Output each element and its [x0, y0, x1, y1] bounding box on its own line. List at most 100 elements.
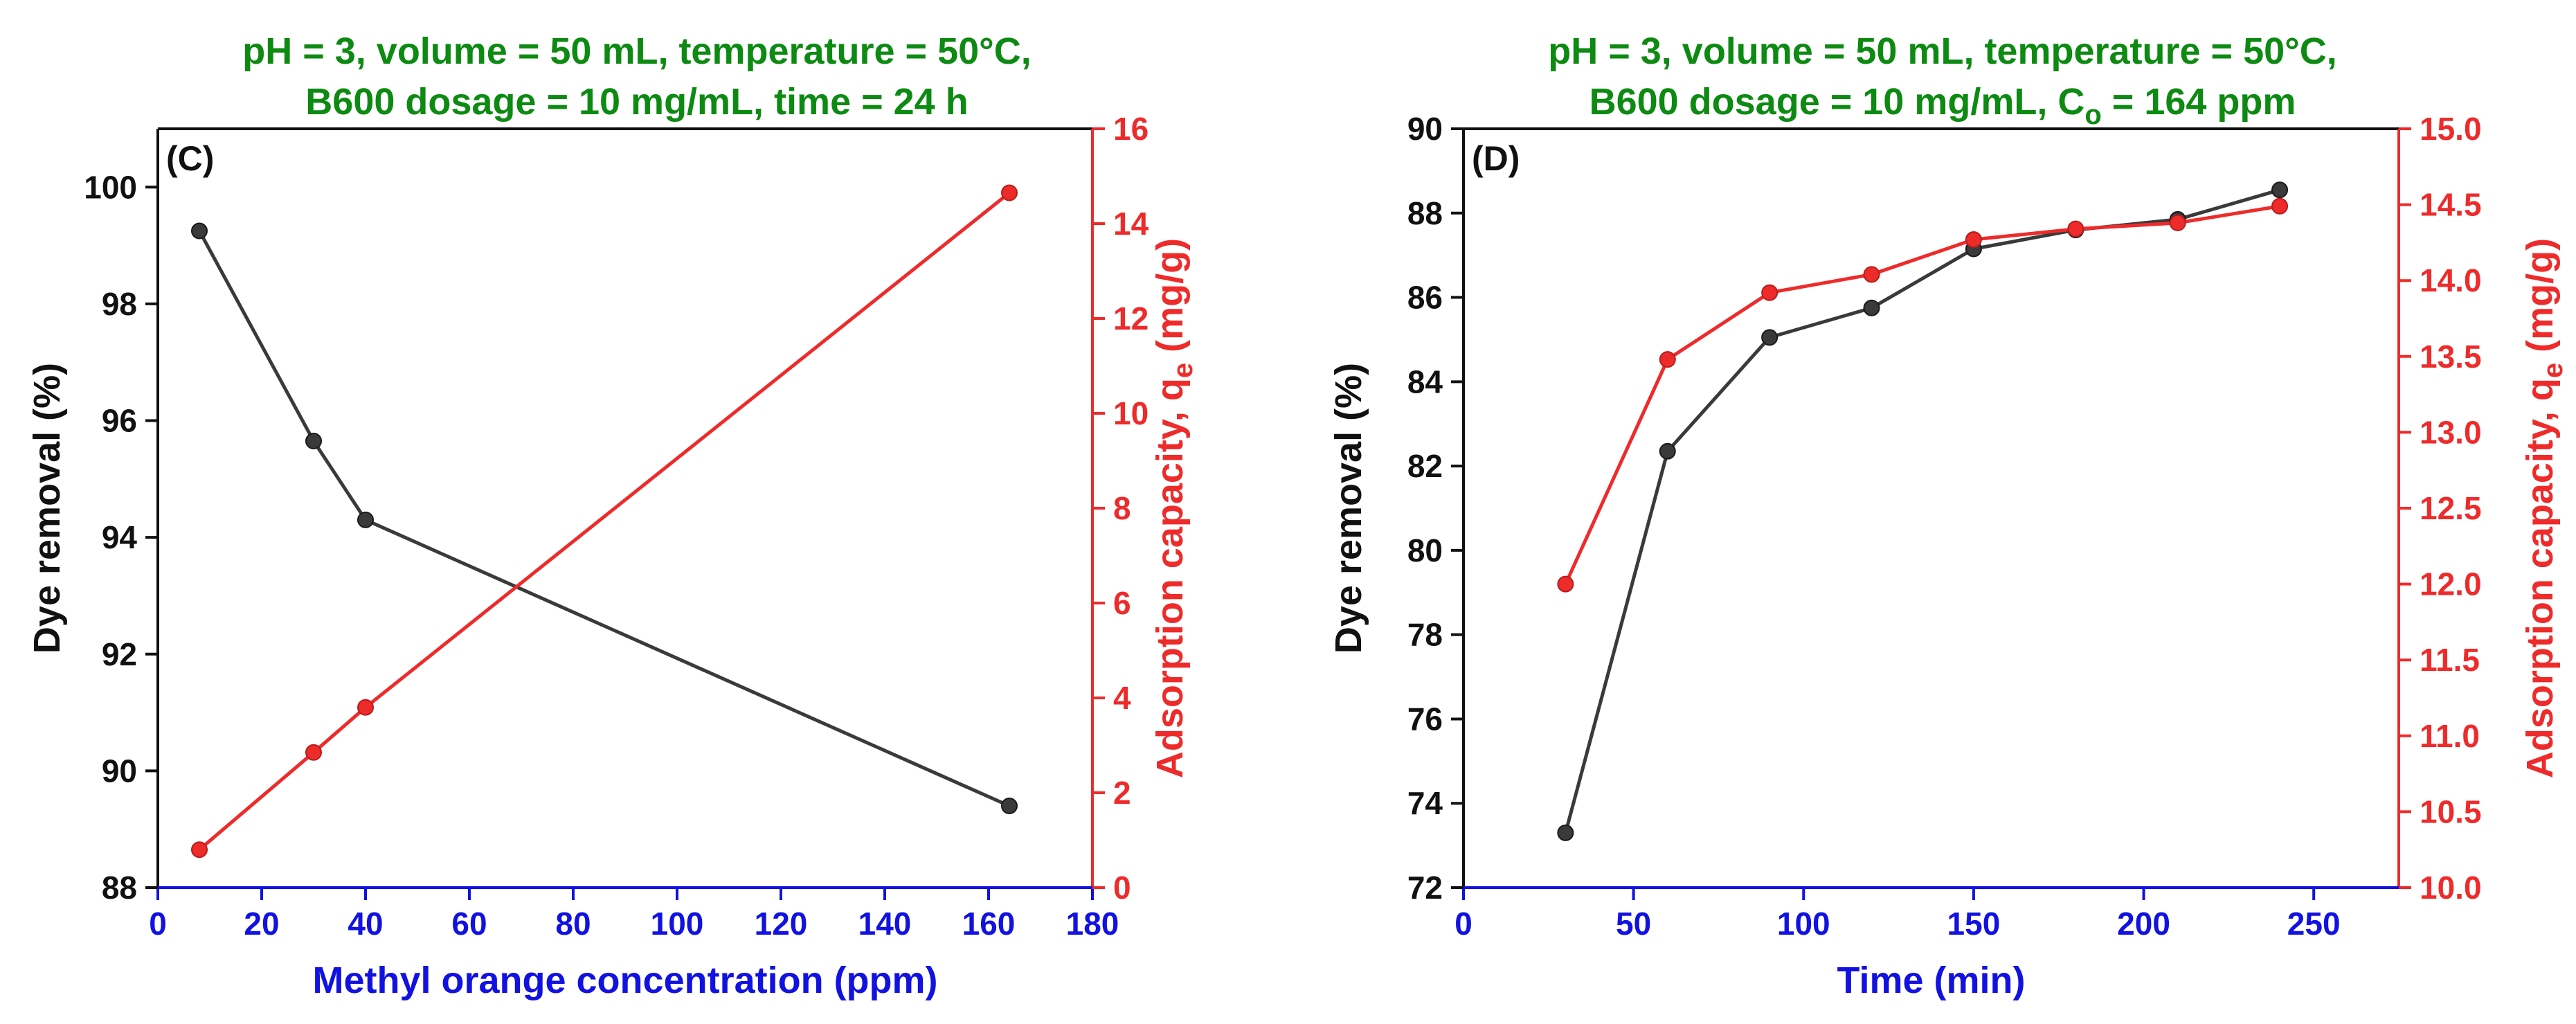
x-tick-label: 100: [651, 906, 704, 942]
chart-panel-d: pH = 3, volume = 50 mL, temperature = 50…: [1328, 30, 2568, 1001]
y2-tick-label: 15.0: [2420, 111, 2482, 147]
y-tick-label: 94: [102, 519, 138, 555]
y2-tick-label: 4: [1113, 680, 1131, 716]
y2-axis-title-unit: (mg/g): [2519, 238, 2561, 363]
dye-removal-point: [2271, 181, 2289, 199]
x-tick-label: 20: [244, 906, 279, 942]
chart-title-subscript: o: [2084, 100, 2101, 130]
x-axis-title: Methyl orange concentration (ppm): [312, 960, 937, 1001]
y2-tick-label: 8: [1113, 490, 1131, 526]
adsorption-capacity-point: [305, 744, 322, 761]
y-tick-label: 88: [1407, 195, 1443, 231]
x-tick-label: 160: [962, 906, 1016, 942]
y-axis-title: Dye removal (%): [1328, 363, 1369, 654]
x-tick-label: 100: [1777, 906, 1830, 942]
adsorption-capacity-point: [1965, 231, 1982, 249]
dye-removal-point: [357, 511, 374, 528]
y2-tick-label: 12.5: [2420, 490, 2482, 526]
dye-removal-point: [1863, 299, 1880, 316]
y2-tick-label: 10.0: [2420, 870, 2482, 906]
adsorption-capacity-point: [357, 699, 374, 716]
x-tick-label: 140: [858, 906, 912, 942]
x-tick-label: 250: [2287, 906, 2341, 942]
x-tick-label: 60: [451, 906, 487, 942]
y2-tick-label: 13.0: [2420, 414, 2482, 450]
y2-tick-label: 12.0: [2420, 566, 2482, 602]
adsorption-capacity-point: [2067, 220, 2084, 237]
panel-label: (D): [1472, 139, 1520, 178]
dye-removal-point: [1001, 797, 1018, 814]
dye-removal-point: [1761, 329, 1778, 346]
y-tick-label: 80: [1407, 532, 1443, 568]
adsorption-capacity-line: [1564, 204, 2280, 585]
chart-panel-c: pH = 3, volume = 50 mL, temperature = 50…: [26, 30, 1198, 1001]
y-tick-label: 78: [1407, 617, 1443, 653]
chart-title-text: B600 dosage = 10 mg/mL, C: [1589, 81, 2085, 123]
adsorption-capacity-point: [2271, 197, 2289, 215]
y-tick-label: 92: [102, 636, 137, 672]
y2-tick-label: 12: [1113, 300, 1149, 336]
adsorption-capacity-point: [1001, 184, 1018, 201]
y2-tick-label: 14: [1113, 206, 1149, 242]
dye-removal-point: [1659, 442, 1676, 460]
panel-label: (C): [166, 139, 214, 178]
y-tick-label: 90: [1407, 111, 1443, 147]
y-tick-label: 86: [1407, 280, 1443, 316]
y2-tick-label: 14.5: [2420, 187, 2482, 223]
y2-tick-label: 14.0: [2420, 262, 2482, 298]
adsorption-capacity-point: [191, 841, 208, 859]
y-tick-label: 90: [102, 753, 137, 789]
y-tick-label: 100: [84, 169, 137, 205]
y2-axis-title-main: Adsorption capacity, q: [1149, 378, 1191, 778]
y2-axis-title-unit: (mg/g): [1149, 238, 1191, 363]
y2-tick-label: 10: [1113, 395, 1149, 431]
adsorption-capacity-point: [1659, 351, 1676, 368]
y2-axis-title: Adsorption capacity, qe (mg/g): [2519, 238, 2568, 778]
y-tick-label: 84: [1407, 363, 1443, 399]
y2-tick-label: 6: [1113, 585, 1131, 621]
chart-title-text: = 164 ppm: [2102, 81, 2296, 123]
x-tick-label: 40: [348, 906, 383, 942]
y2-tick-label: 2: [1113, 775, 1131, 811]
chart-title-line: pH = 3, volume = 50 mL, temperature = 50…: [1548, 30, 2337, 72]
dye-removal-point: [1557, 824, 1574, 841]
adsorption-capacity-line: [198, 191, 1011, 852]
x-tick-label: 180: [1066, 906, 1119, 942]
x-tick-label: 120: [755, 906, 808, 942]
dye-removal-point: [191, 222, 208, 240]
dye-removal-point: [305, 433, 322, 450]
y-tick-label: 72: [1407, 870, 1443, 906]
y-tick-label: 96: [102, 403, 137, 439]
y-tick-label: 98: [102, 286, 137, 322]
y2-tick-label: 11.0: [2420, 718, 2480, 754]
y2-tick-label: 13.5: [2420, 339, 2482, 375]
chart-title-line: B600 dosage = 10 mg/mL, time = 24 h: [305, 81, 968, 123]
y2-axis-title-subscript: e: [1168, 363, 1198, 378]
y2-axis-title: Adsorption capacity, qe (mg/g): [1149, 238, 1198, 778]
dye-removal-line: [1563, 188, 2280, 834]
adsorption-capacity-point: [2169, 214, 2186, 231]
y2-axis-title-main: Adsorption capacity, q: [2519, 378, 2561, 778]
y-tick-label: 76: [1407, 701, 1443, 737]
y-tick-label: 74: [1407, 785, 1443, 821]
dye-removal-line: [197, 230, 1011, 808]
y2-tick-label: 16: [1113, 111, 1149, 147]
y-axis-title: Dye removal (%): [26, 363, 68, 654]
y-tick-label: 82: [1407, 448, 1443, 484]
adsorption-capacity-point: [1557, 575, 1574, 593]
adsorption-capacity-point: [1761, 284, 1778, 301]
chart-title-line: B600 dosage = 10 mg/mL, Co = 164 ppm: [1589, 81, 2296, 130]
x-tick-label: 0: [149, 906, 167, 942]
x-tick-label: 200: [2117, 906, 2170, 942]
y-tick-label: 88: [102, 870, 137, 906]
x-tick-label: 0: [1454, 906, 1472, 942]
x-tick-label: 50: [1616, 906, 1651, 942]
x-tick-label: 150: [1947, 906, 2001, 942]
y2-tick-label: 10.5: [2420, 793, 2482, 829]
chart-title-line: pH = 3, volume = 50 mL, temperature = 50…: [242, 30, 1032, 72]
x-tick-label: 80: [555, 906, 591, 942]
y2-tick-label: 0: [1113, 870, 1131, 906]
x-axis-title: Time (min): [1837, 960, 2025, 1001]
y2-tick-label: 11.5: [2420, 642, 2480, 678]
